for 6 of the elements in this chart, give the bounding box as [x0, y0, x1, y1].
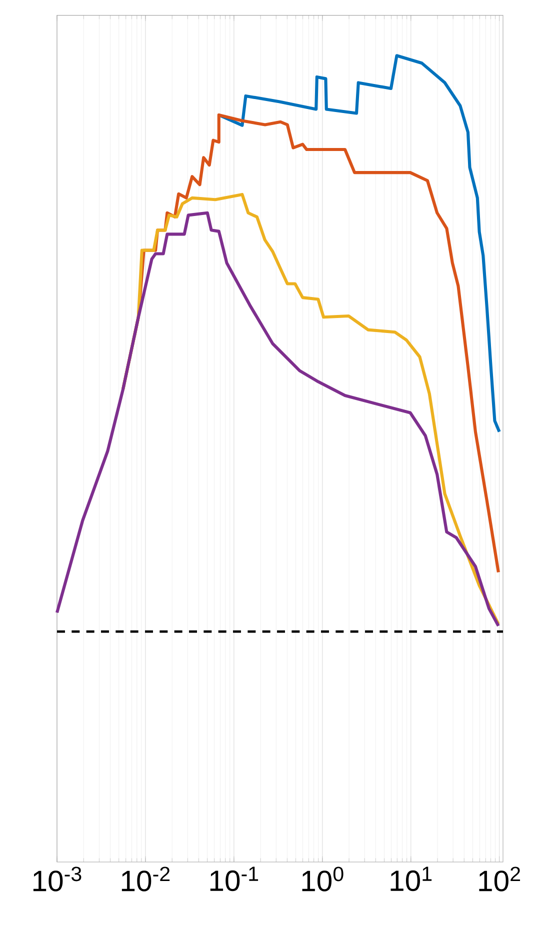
- x-tick-label: 10$^{-1}$: [210, 866, 258, 892]
- x-tick-label: 10$^{0}$: [302, 866, 344, 892]
- x-tick-label: 10$^{-2}$: [122, 866, 170, 892]
- x-tick-label: 10$^{1}$: [390, 866, 432, 892]
- x-tick-label: 10$^{-3}$: [33, 866, 82, 892]
- x-tick-label: 10$^{2}$: [479, 866, 520, 892]
